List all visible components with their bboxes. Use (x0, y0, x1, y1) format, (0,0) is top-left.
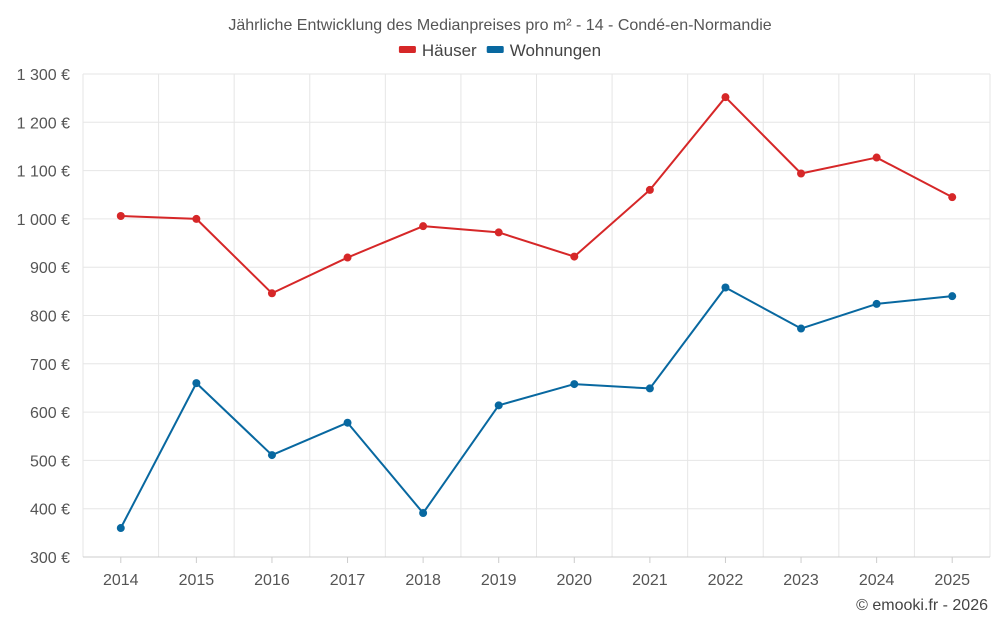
y-tick-label: 1 200 € (17, 115, 70, 132)
data-point-h-user[interactable] (797, 169, 806, 178)
series-line-wohnungen (119, 286, 953, 529)
legend-label-wohnungen[interactable]: Wohnungen (510, 41, 601, 60)
credit-text: © emooki.fr - 2026 (856, 597, 988, 614)
y-tick-label: 500 € (30, 453, 70, 470)
legend-label-h-user[interactable]: Häuser (422, 41, 477, 60)
y-tick-label: 600 € (30, 405, 70, 422)
data-point-wohnungen[interactable] (494, 401, 503, 410)
data-point-h-user[interactable] (192, 214, 201, 223)
data-point-h-user[interactable] (872, 153, 881, 162)
data-point-h-user[interactable] (419, 222, 428, 231)
data-point-wohnungen[interactable] (419, 509, 428, 518)
data-point-h-user[interactable] (948, 193, 957, 202)
legend: Häuser Wohnungen (398, 41, 601, 60)
grid-lines (82, 73, 991, 558)
series-line-h-user (120, 96, 953, 295)
data-point-wohnungen[interactable] (192, 379, 201, 388)
chart-title: Jährliche Entwicklung des Medianpreises … (228, 17, 771, 34)
data-point-h-user[interactable] (116, 212, 125, 221)
y-tick-label: 800 € (30, 309, 70, 326)
series-layer (116, 93, 957, 533)
x-tick-label: 2019 (481, 572, 517, 589)
data-point-wohnungen[interactable] (267, 451, 276, 460)
x-tick-label: 2025 (934, 572, 970, 589)
data-point-wohnungen[interactable] (948, 292, 957, 301)
x-tick-label: 2020 (556, 572, 592, 589)
x-tick-label: 2024 (859, 572, 895, 589)
data-point-wohnungen[interactable] (645, 384, 654, 393)
x-tick-label: 2021 (632, 572, 668, 589)
x-axis: 2014 2015 2016 2017 2018 2019 2020 2021 2022 2023… (83, 556, 990, 589)
legend-swatch-h-user[interactable] (398, 46, 416, 53)
data-point-h-user[interactable] (721, 93, 730, 102)
y-tick-label: 700 € (30, 357, 70, 374)
data-point-h-user[interactable] (267, 289, 276, 298)
x-tick-label: 2023 (783, 572, 819, 589)
x-tick-label: 2022 (708, 572, 744, 589)
y-tick-label: 1 000 € (17, 212, 70, 229)
data-point-wohnungen[interactable] (721, 283, 730, 292)
legend-swatch-wohnungen[interactable] (486, 46, 504, 53)
data-point-wohnungen[interactable] (570, 380, 579, 389)
y-tick-label: 300 € (30, 550, 70, 567)
data-point-wohnungen[interactable] (116, 524, 125, 533)
data-point-h-user[interactable] (494, 228, 503, 237)
data-point-h-user[interactable] (570, 252, 579, 261)
x-tick-label: 2015 (179, 572, 215, 589)
data-point-wohnungen[interactable] (797, 324, 806, 333)
y-tick-label: 1 100 € (17, 164, 70, 181)
y-tick-label: 900 € (30, 260, 70, 277)
x-tick-label: 2016 (254, 572, 290, 589)
data-point-h-user[interactable] (645, 185, 654, 194)
data-point-wohnungen[interactable] (872, 299, 881, 308)
x-tick-label: 2014 (103, 572, 139, 589)
y-tick-label: 1 300 € (17, 67, 70, 84)
data-point-h-user[interactable] (343, 253, 352, 262)
data-point-wohnungen[interactable] (343, 418, 352, 427)
y-tick-label: 400 € (30, 502, 70, 519)
x-tick-label: 2018 (405, 572, 441, 589)
y-axis: 300 € 400 € 500 € 600 € 700 € 800 € 900 € 1 000… (17, 67, 70, 567)
x-tick-label: 2017 (330, 572, 366, 589)
